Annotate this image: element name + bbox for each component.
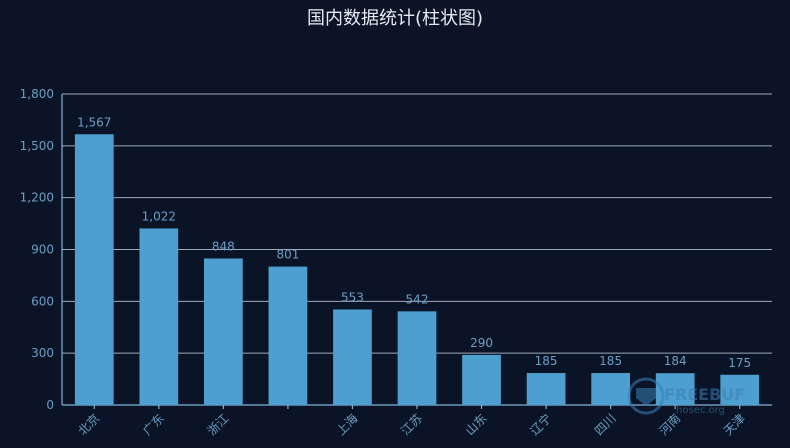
data-label: 542 bbox=[406, 292, 429, 306]
x-tick-label: 北京 bbox=[76, 411, 103, 438]
x-tick-label: 上海 bbox=[333, 411, 361, 439]
y-tick-label: 1,800 bbox=[20, 87, 54, 101]
axes: 0 300 600 900 1,200 1,500 1,800 bbox=[20, 87, 772, 412]
x-tick-label: 天津 bbox=[721, 411, 748, 438]
y-tick-label: 1,500 bbox=[20, 139, 54, 153]
bar bbox=[591, 373, 630, 405]
x-tick-label: 浙江 bbox=[205, 411, 232, 438]
bar bbox=[526, 373, 566, 405]
data-label: 1,022 bbox=[142, 209, 176, 223]
category-labels: 北京 广东 浙江 上海 江苏 山东 辽宁 四川 河南 天津 bbox=[76, 411, 748, 439]
y-tick-label: 600 bbox=[31, 294, 54, 308]
data-label: 175 bbox=[728, 356, 751, 370]
bar bbox=[397, 311, 437, 405]
x-tick-label: 广东 bbox=[140, 411, 167, 438]
shield-icon bbox=[636, 388, 656, 406]
data-label: 848 bbox=[212, 239, 235, 253]
x-tick-label: 四川 bbox=[592, 411, 619, 438]
bar bbox=[720, 374, 760, 405]
data-label: 1,567 bbox=[77, 115, 111, 129]
bar bbox=[268, 266, 308, 405]
chart-title: 国内数据统计(柱状图) bbox=[306, 8, 484, 29]
y-tick-label: 0 bbox=[46, 398, 54, 412]
bar bbox=[204, 258, 243, 405]
data-label: 290 bbox=[470, 336, 493, 350]
watermark-ring-icon bbox=[627, 377, 665, 415]
y-tick-label: 300 bbox=[31, 346, 54, 360]
bar bbox=[333, 309, 372, 405]
y-tick-label: 900 bbox=[31, 243, 54, 257]
watermark-line1: FREEBUF bbox=[664, 385, 745, 404]
x-tick-label: 江苏 bbox=[398, 411, 425, 438]
watermark-logo: FREEBUF hosec.org bbox=[627, 377, 745, 416]
bar bbox=[74, 134, 114, 406]
data-label: 553 bbox=[341, 290, 364, 304]
data-label: 185 bbox=[599, 354, 622, 368]
x-tick-label: 山东 bbox=[463, 411, 490, 438]
data-label: 185 bbox=[535, 354, 558, 368]
bars bbox=[74, 134, 760, 406]
data-label: 184 bbox=[664, 354, 687, 368]
bar bbox=[462, 354, 501, 405]
x-tick-label: 辽宁 bbox=[527, 411, 555, 439]
value-labels: 1,567 1,022 848 801 553 542 290 185 185 184 175 bbox=[77, 115, 751, 370]
data-label: 801 bbox=[276, 248, 299, 262]
bar bbox=[139, 228, 179, 405]
watermark-line2: hosec.org bbox=[676, 405, 725, 416]
y-tick-label: 1,200 bbox=[20, 191, 54, 205]
